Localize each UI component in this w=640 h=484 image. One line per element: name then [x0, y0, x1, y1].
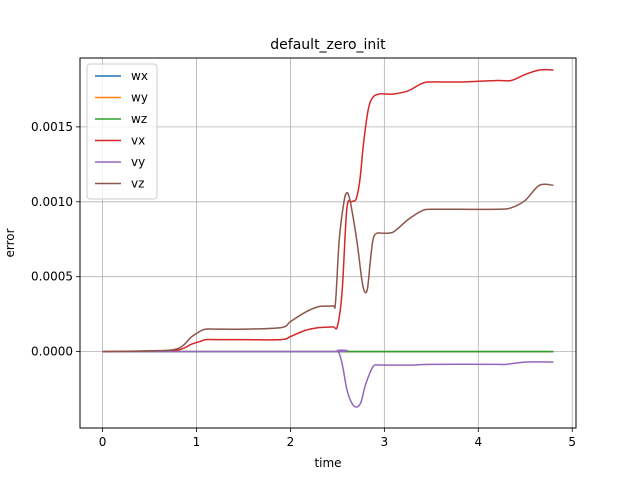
plot-frame: [79, 57, 577, 429]
series-line-vx: [102, 68, 554, 353]
legend: wx wy wz vx vy vz: [86, 63, 158, 200]
y-tick-label: 0.0010: [31, 195, 73, 209]
x-axis-ticks: 0 1 2 3 4 5: [99, 428, 576, 449]
chart-title: default_zero_init: [270, 37, 386, 53]
y-axis-label: error: [3, 228, 17, 257]
y-tick-label: 0.0015: [31, 120, 73, 134]
legend-label-wz: wz: [131, 112, 147, 126]
x-tick-label: 3: [381, 435, 389, 449]
legend-box: [86, 63, 158, 200]
y-tick-label: 0.0005: [31, 270, 73, 284]
x-tick-label: 0: [99, 435, 107, 449]
y-axis-ticks: 0.0000 0.0005 0.0010 0.0015: [31, 120, 80, 359]
series-line-vy: [102, 349, 554, 408]
x-axis-label: time: [314, 456, 341, 470]
legend-label-wy: wy: [131, 91, 148, 105]
x-tick-label: 5: [568, 435, 576, 449]
legend-label-vx: vx: [131, 134, 145, 148]
x-tick-label: 4: [474, 435, 482, 449]
x-tick-label: 2: [287, 435, 295, 449]
x-tick-label: 1: [193, 435, 201, 449]
legend-label-vy: vy: [131, 155, 145, 169]
series-line-vz: [102, 183, 554, 353]
legend-label-vz: vz: [131, 177, 144, 191]
series-lines: [102, 68, 554, 408]
legend-label-wx: wx: [131, 69, 148, 83]
y-tick-label: 0.0000: [31, 345, 73, 359]
